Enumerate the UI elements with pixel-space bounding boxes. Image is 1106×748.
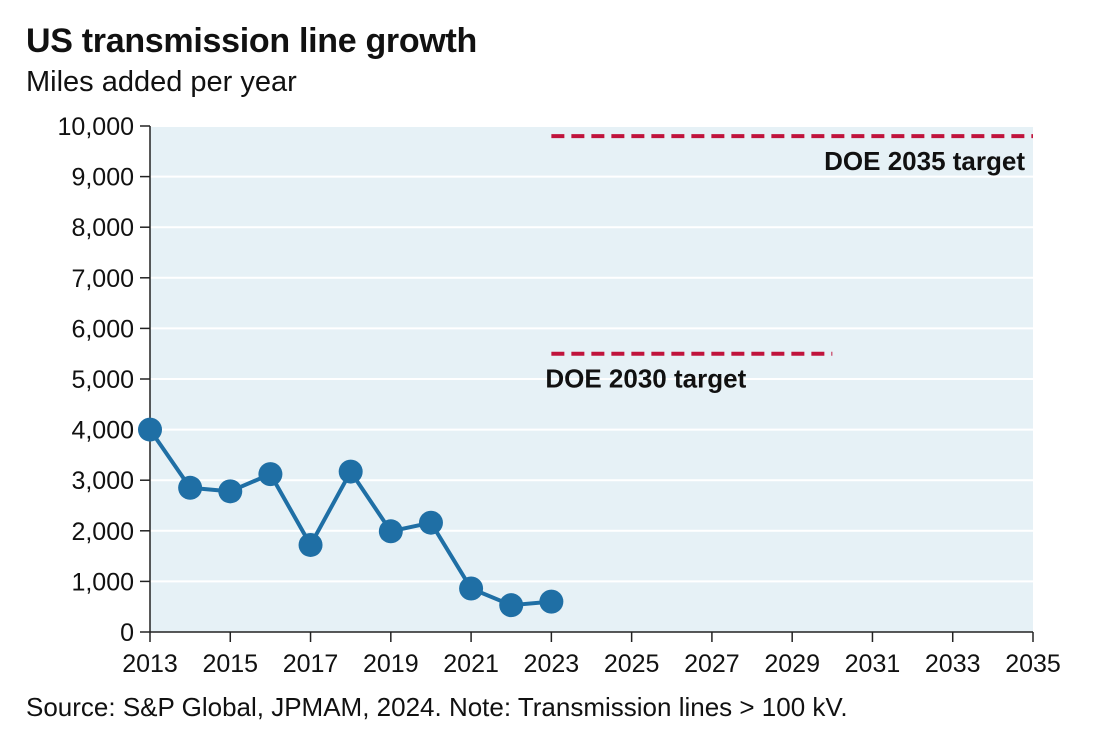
x-tick-label: 2025 — [604, 650, 660, 678]
y-tick-label: 0 — [120, 619, 134, 647]
y-tick-label: 9,000 — [71, 164, 134, 192]
chart-subtitle: Miles added per year — [26, 66, 297, 98]
data-point — [418, 510, 443, 535]
chart-title: US transmission line growth — [26, 22, 477, 60]
x-tick-label: 2031 — [845, 650, 901, 678]
y-tick-label: 5,000 — [71, 366, 134, 394]
x-tick-label: 2035 — [1005, 650, 1061, 678]
data-point — [459, 576, 484, 601]
data-point — [298, 532, 323, 557]
x-tick-label: 2013 — [122, 650, 178, 678]
x-tick-label: 2029 — [764, 650, 820, 678]
x-tick-label: 2019 — [363, 650, 419, 678]
x-tick-label: 2017 — [283, 650, 339, 678]
data-point — [539, 589, 564, 614]
y-tick-label: 10,000 — [58, 113, 134, 141]
data-point — [338, 459, 363, 484]
series — [138, 417, 564, 618]
data-point — [218, 479, 243, 504]
target-lines: DOE 2030 target DOE 2035 target — [545, 134, 1033, 394]
source-note: Source: S&P Global, JPMAM, 2024. Note: T… — [26, 692, 848, 722]
y-tick-label: 6,000 — [71, 315, 134, 343]
x-tick-label: 2033 — [925, 650, 981, 678]
data-point — [378, 519, 403, 544]
y-tick-label: 8,000 — [71, 214, 134, 242]
target-label: DOE 2035 target — [824, 146, 1025, 176]
y-axis-ticks: 0 1,000 2,000 3,000 4,000 5,000 6,000 7,000 8,00… — [58, 113, 150, 647]
x-tick-label: 2015 — [202, 650, 258, 678]
data-point — [499, 593, 524, 618]
x-axis-ticks: 2013 2015 2017 2019 2021 2023 2025 2027 2029 2031… — [122, 632, 1061, 678]
data-point — [178, 475, 203, 500]
data-point — [138, 417, 162, 442]
y-tick-label: 4,000 — [71, 417, 134, 445]
y-tick-label: 1,000 — [71, 568, 134, 596]
y-tick-label: 3,000 — [71, 467, 134, 495]
y-tick-label: 2,000 — [71, 518, 134, 546]
y-tick-label: 7,000 — [71, 265, 134, 293]
x-tick-label: 2023 — [524, 650, 580, 678]
x-tick-label: 2021 — [443, 650, 499, 678]
gridlines — [150, 125, 1033, 583]
line-chart: 0 1,000 2,000 3,000 4,000 5,000 6,000 7,000 8,00… — [58, 113, 1061, 678]
x-tick-label: 2027 — [684, 650, 740, 678]
target-label: DOE 2030 target — [545, 364, 746, 394]
data-point — [258, 462, 283, 487]
